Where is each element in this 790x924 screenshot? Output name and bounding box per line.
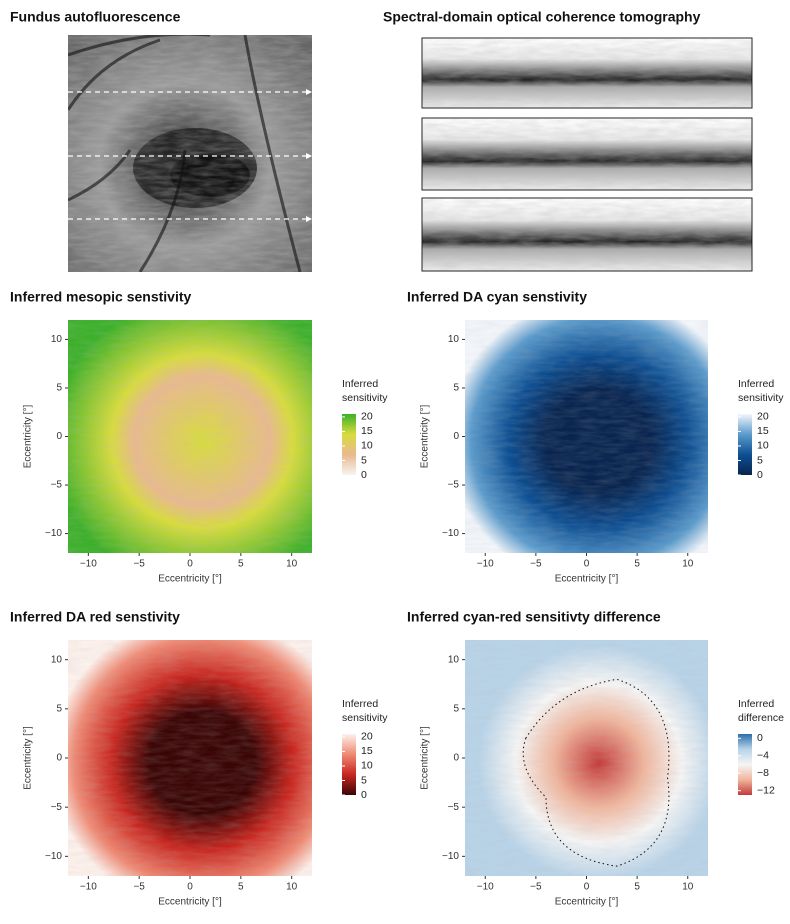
colorbar-tick-label: 15 (361, 425, 373, 437)
x-tick-label: 0 (187, 882, 193, 893)
colorbar (342, 414, 356, 475)
y-tick-label: 5 (56, 703, 62, 714)
x-tick-label: 0 (584, 559, 590, 570)
colorbar-title: Inferred (738, 698, 774, 710)
colorbar-title: sensitivity (342, 712, 388, 724)
colorbar-tick-label: −12 (757, 784, 775, 796)
y-axis-label: Eccentricity [°] (420, 726, 431, 790)
x-tick-label: −5 (133, 559, 145, 570)
y-axis-label: Eccentricity [°] (23, 726, 34, 790)
colorbar-tick-label: 10 (361, 760, 373, 772)
panel-title: Spectral-domain optical coherence tomogr… (383, 9, 701, 25)
y-tick-label: −10 (45, 851, 62, 862)
heatmap-texture (465, 640, 708, 876)
x-tick-label: 0 (584, 882, 590, 893)
heatmap-texture (68, 320, 312, 553)
x-tick-label: −10 (477, 882, 494, 893)
colorbar-tick-label: 15 (361, 745, 373, 757)
chart-title: Inferred DA cyan senstivity (407, 289, 587, 305)
colorbar-tick-label: 0 (361, 469, 367, 481)
x-tick-label: 10 (286, 559, 298, 570)
x-axis-label: Eccentricity [°] (158, 897, 222, 908)
colorbar-tick-label: 5 (757, 454, 763, 466)
y-tick-label: 5 (453, 703, 459, 714)
y-tick-label: 10 (448, 334, 460, 345)
chart-title: Inferred DA red senstivity (10, 609, 180, 625)
colorbar-tick-label: 5 (361, 774, 367, 786)
charts: Inferred mesopic senstivity −10 −5 0 5 10 −10 −… (10, 289, 784, 908)
colorbar-title: sensitivity (342, 392, 388, 404)
x-tick-label: 0 (187, 559, 193, 570)
colorbar-tick-label: 20 (757, 411, 769, 423)
colorbar-tick-label: 20 (361, 731, 373, 743)
y-tick-label: −5 (51, 480, 63, 491)
y-tick-label: −10 (45, 528, 62, 539)
panel-title: Fundus autofluorescence (10, 9, 181, 25)
y-tick-label: 0 (453, 431, 459, 442)
colorbar-tick-label: 5 (361, 454, 367, 466)
y-tick-label: 0 (56, 431, 62, 442)
colorbar-title: sensitivity (738, 392, 784, 404)
colorbar (342, 734, 356, 795)
colorbar-tick-label: 0 (361, 789, 367, 801)
heatmap-texture (465, 320, 708, 553)
colorbar-tick-label: 0 (757, 469, 763, 481)
y-tick-label: 10 (51, 334, 63, 345)
y-tick-label: −10 (442, 851, 459, 862)
x-tick-label: 5 (634, 882, 640, 893)
chart-title: Inferred mesopic senstivity (10, 289, 192, 305)
x-tick-label: −5 (133, 882, 145, 893)
x-tick-label: −5 (530, 882, 542, 893)
colorbar-tick-label: 0 (757, 732, 763, 744)
y-tick-label: 5 (56, 383, 62, 394)
x-tick-label: −10 (477, 559, 494, 570)
chart-title: Inferred cyan-red sensitivty difference (407, 609, 661, 625)
y-tick-label: 5 (453, 383, 459, 394)
colorbar-tick-label: 10 (757, 440, 769, 452)
heatmap-texture (68, 640, 312, 876)
x-tick-label: 5 (238, 559, 244, 570)
y-axis-label: Eccentricity [°] (23, 405, 34, 469)
y-tick-label: −10 (442, 528, 459, 539)
y-tick-label: 10 (448, 654, 460, 665)
colorbar-title: Inferred (738, 378, 774, 390)
colorbar-title: difference (738, 712, 784, 724)
x-axis-label: Eccentricity [°] (158, 574, 222, 585)
x-axis-label: Eccentricity [°] (555, 574, 619, 585)
colorbar-tick-label: −8 (757, 767, 769, 779)
y-tick-label: 0 (453, 753, 459, 764)
colorbar-tick-label: −4 (757, 750, 769, 762)
x-tick-label: −10 (80, 882, 97, 893)
x-tick-label: 5 (634, 559, 640, 570)
fundus-image (68, 35, 312, 272)
x-tick-label: −10 (80, 559, 97, 570)
colorbar-title: Inferred (342, 698, 378, 710)
x-tick-label: −5 (530, 559, 542, 570)
y-tick-label: 10 (51, 654, 63, 665)
colorbar (738, 414, 752, 475)
y-tick-label: −5 (448, 802, 460, 813)
colorbar-tick-label: 15 (757, 425, 769, 437)
x-tick-label: 10 (682, 559, 694, 570)
y-axis-label: Eccentricity [°] (420, 405, 431, 469)
region-outline (522, 678, 670, 867)
colorbar-tick-label: 20 (361, 411, 373, 423)
y-tick-label: −5 (51, 802, 63, 813)
colorbar-title: Inferred (342, 378, 378, 390)
x-tick-label: 5 (238, 882, 244, 893)
colorbar-tick-label: 10 (361, 440, 373, 452)
x-tick-label: 10 (286, 882, 298, 893)
y-tick-label: 0 (56, 753, 62, 764)
x-tick-label: 10 (682, 882, 694, 893)
y-tick-label: −5 (448, 480, 460, 491)
x-axis-label: Eccentricity [°] (555, 897, 619, 908)
oct-texture (423, 39, 751, 270)
colorbar (738, 734, 752, 795)
